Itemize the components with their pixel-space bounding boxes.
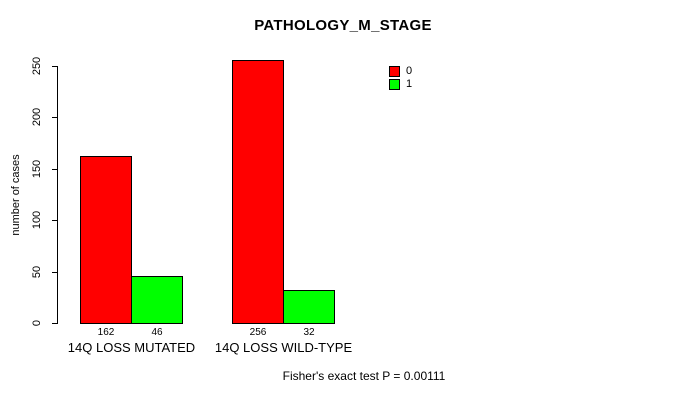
- bar-value-label: 46: [151, 327, 163, 338]
- y-tick-label: 150: [31, 159, 43, 178]
- y-tick-label: 100: [31, 211, 43, 230]
- y-tick-label: 250: [31, 56, 43, 76]
- y-axis-label: number of cases: [10, 154, 22, 236]
- y-tick-label: 50: [31, 265, 43, 278]
- bar-series-0-group-1: [232, 59, 284, 324]
- legend-swatch: [389, 65, 400, 77]
- bar-series-0-group-0: [80, 156, 132, 324]
- bar-value-label: 256: [249, 327, 267, 338]
- y-tick-mark: [52, 117, 57, 119]
- legend-row: 1: [389, 78, 412, 90]
- y-tick-mark: [52, 168, 57, 170]
- y-tick-mark: [52, 220, 57, 222]
- y-tick-mark: [52, 271, 57, 273]
- bar-series-1-group-0: [131, 275, 183, 324]
- legend-row: 0: [389, 65, 412, 77]
- y-axis-line: [57, 66, 58, 324]
- category-label: 14Q LOSS MUTATED: [67, 340, 196, 355]
- y-tick-label: 0: [31, 319, 43, 327]
- y-tick-label: 200: [31, 108, 43, 127]
- y-tick-mark: [52, 66, 57, 67]
- legend-label: 0: [406, 65, 413, 77]
- chart-title: PATHOLOGY_M_STAGE: [254, 17, 432, 34]
- fisher-test-annotation: Fisher's exact test P = 0.00111: [282, 369, 446, 383]
- y-tick-mark: [52, 323, 57, 324]
- legend-swatch: [389, 78, 400, 90]
- bar-value-label: 32: [303, 327, 315, 338]
- bar-value-label: 162: [97, 327, 115, 338]
- legend-label: 1: [406, 78, 413, 90]
- bar-series-1-group-1: [283, 290, 335, 324]
- category-label: 14Q LOSS WILD-TYPE: [214, 340, 353, 355]
